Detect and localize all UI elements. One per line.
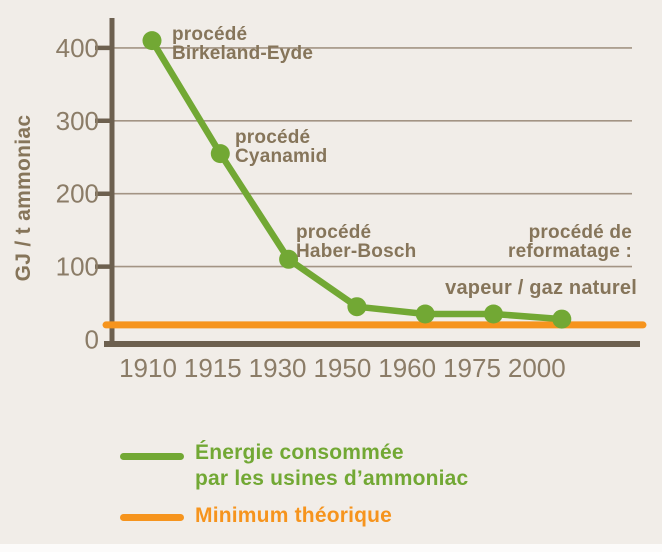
x-tick-label: 1950 <box>313 353 371 383</box>
data-point <box>347 297 367 317</box>
chart-plot-area: 0 100 200 300 400 1910 1915 1930 1950 1960 1975 200… <box>56 18 647 383</box>
x-tick-label: 1975 <box>443 353 501 383</box>
annotation-line: Cyanamid <box>235 146 328 167</box>
x-tick-label: 1910 <box>119 353 177 383</box>
annotation-line: Birkeland-Eyde <box>172 43 314 64</box>
minimum-line-swatch <box>120 514 184 521</box>
energy-line-swatch <box>120 453 184 460</box>
data-point <box>415 304 435 324</box>
y-tick-label: 400 <box>56 33 99 63</box>
annotation-line: vapeur / gaz naturel <box>445 277 637 299</box>
annotation-cyanamid: procédé Cyanamid <box>235 128 327 166</box>
y-tick-label: 200 <box>56 179 99 209</box>
annotation-vapeur-gaz-naturel: vapeur / gaz naturel <box>445 277 637 299</box>
data-point <box>484 304 503 324</box>
x-tick-label: 1930 <box>249 353 307 383</box>
legend-label-line: Énergie consommée <box>195 441 404 464</box>
y-tick-label: 100 <box>56 252 99 282</box>
annotation-line: procédé de <box>528 222 632 243</box>
x-tick-label: 2000 <box>508 353 566 383</box>
data-point <box>279 249 299 269</box>
y-tick-label: 300 <box>56 106 99 136</box>
annotation-line: Haber-Bosch <box>296 241 417 262</box>
legend-label-energy: Énergie consommée par les usines d’ammon… <box>195 440 468 492</box>
x-tick-label: 1960 <box>378 353 436 383</box>
legend-label-line: Minimum théorique <box>195 504 393 527</box>
annotation-line: procédé <box>235 127 311 148</box>
annotation-haber-bosch: procédé Haber-Bosch <box>296 223 416 261</box>
x-tick-label: 1915 <box>184 353 242 383</box>
annotation-line: procédé <box>296 222 372 243</box>
data-point <box>142 31 162 51</box>
annotation-birkeland-eyde: procédé Birkeland-Eyde <box>172 25 313 63</box>
legend-label-minimum: Minimum théorique <box>195 503 392 529</box>
annotation-line: procédé <box>172 24 248 45</box>
annotation-line: reformatage : <box>507 241 632 262</box>
data-point <box>210 144 230 164</box>
bottom-border-strip <box>0 544 662 552</box>
y-tick-label: 0 <box>85 325 99 355</box>
y-axis-label: GJ / t ammoniac <box>12 114 35 282</box>
data-point <box>552 309 572 329</box>
annotation-reformatage: procédé de reformatage : <box>508 223 632 261</box>
legend-label-line: par les usines d’ammoniac <box>195 467 469 490</box>
